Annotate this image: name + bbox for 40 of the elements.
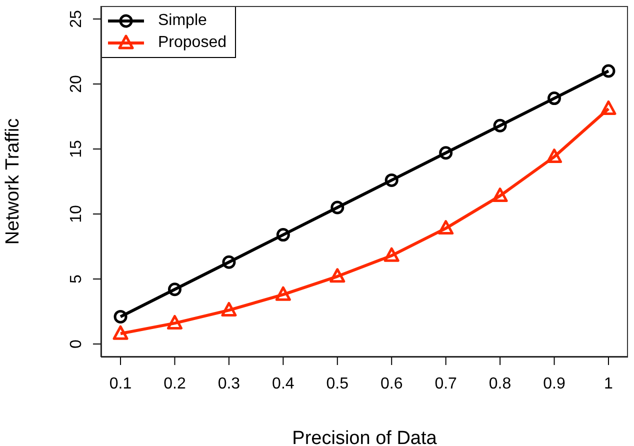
legend-label: Simple bbox=[158, 12, 207, 30]
point bbox=[438, 220, 454, 235]
x-tick-label: 0.7 bbox=[434, 375, 458, 392]
point bbox=[168, 282, 182, 296]
point bbox=[439, 146, 453, 160]
point bbox=[384, 173, 398, 187]
point bbox=[114, 310, 128, 324]
point bbox=[275, 286, 291, 301]
point bbox=[548, 92, 562, 106]
point bbox=[330, 268, 346, 283]
y-tick-label: 15 bbox=[68, 140, 85, 158]
y-tick-label: 0 bbox=[68, 339, 85, 348]
point bbox=[492, 188, 508, 202]
y-tick-label: 5 bbox=[68, 274, 85, 284]
point bbox=[330, 200, 344, 214]
point bbox=[384, 247, 400, 262]
point bbox=[166, 314, 182, 330]
x-tick-label: 0.8 bbox=[488, 375, 512, 392]
point bbox=[222, 255, 236, 269]
legend-label: Proposed bbox=[158, 34, 226, 52]
point bbox=[276, 228, 290, 242]
y-axis-title: Network Traffic bbox=[2, 118, 24, 245]
x-tick-label: 0.1 bbox=[109, 375, 132, 392]
x-tick-label: 0.9 bbox=[543, 375, 566, 392]
x-tick-label: 0.2 bbox=[164, 375, 186, 392]
point bbox=[221, 302, 237, 316]
y-tick-label: 10 bbox=[68, 205, 85, 223]
x-tick-label: 0.6 bbox=[380, 375, 403, 392]
point bbox=[546, 148, 562, 164]
y-tick-label: 20 bbox=[68, 75, 85, 93]
x-tick-label: 1 bbox=[604, 375, 614, 392]
point bbox=[112, 325, 128, 340]
x-tick-label: 0.5 bbox=[326, 375, 349, 392]
point bbox=[602, 64, 616, 78]
y-tick-label: 25 bbox=[68, 10, 85, 28]
point bbox=[493, 118, 507, 132]
x-axis-title: Precision of Data bbox=[292, 428, 438, 446]
x-tick-label: 0.4 bbox=[272, 375, 294, 392]
x-tick-label: 0.3 bbox=[218, 375, 240, 392]
point bbox=[600, 100, 616, 115]
